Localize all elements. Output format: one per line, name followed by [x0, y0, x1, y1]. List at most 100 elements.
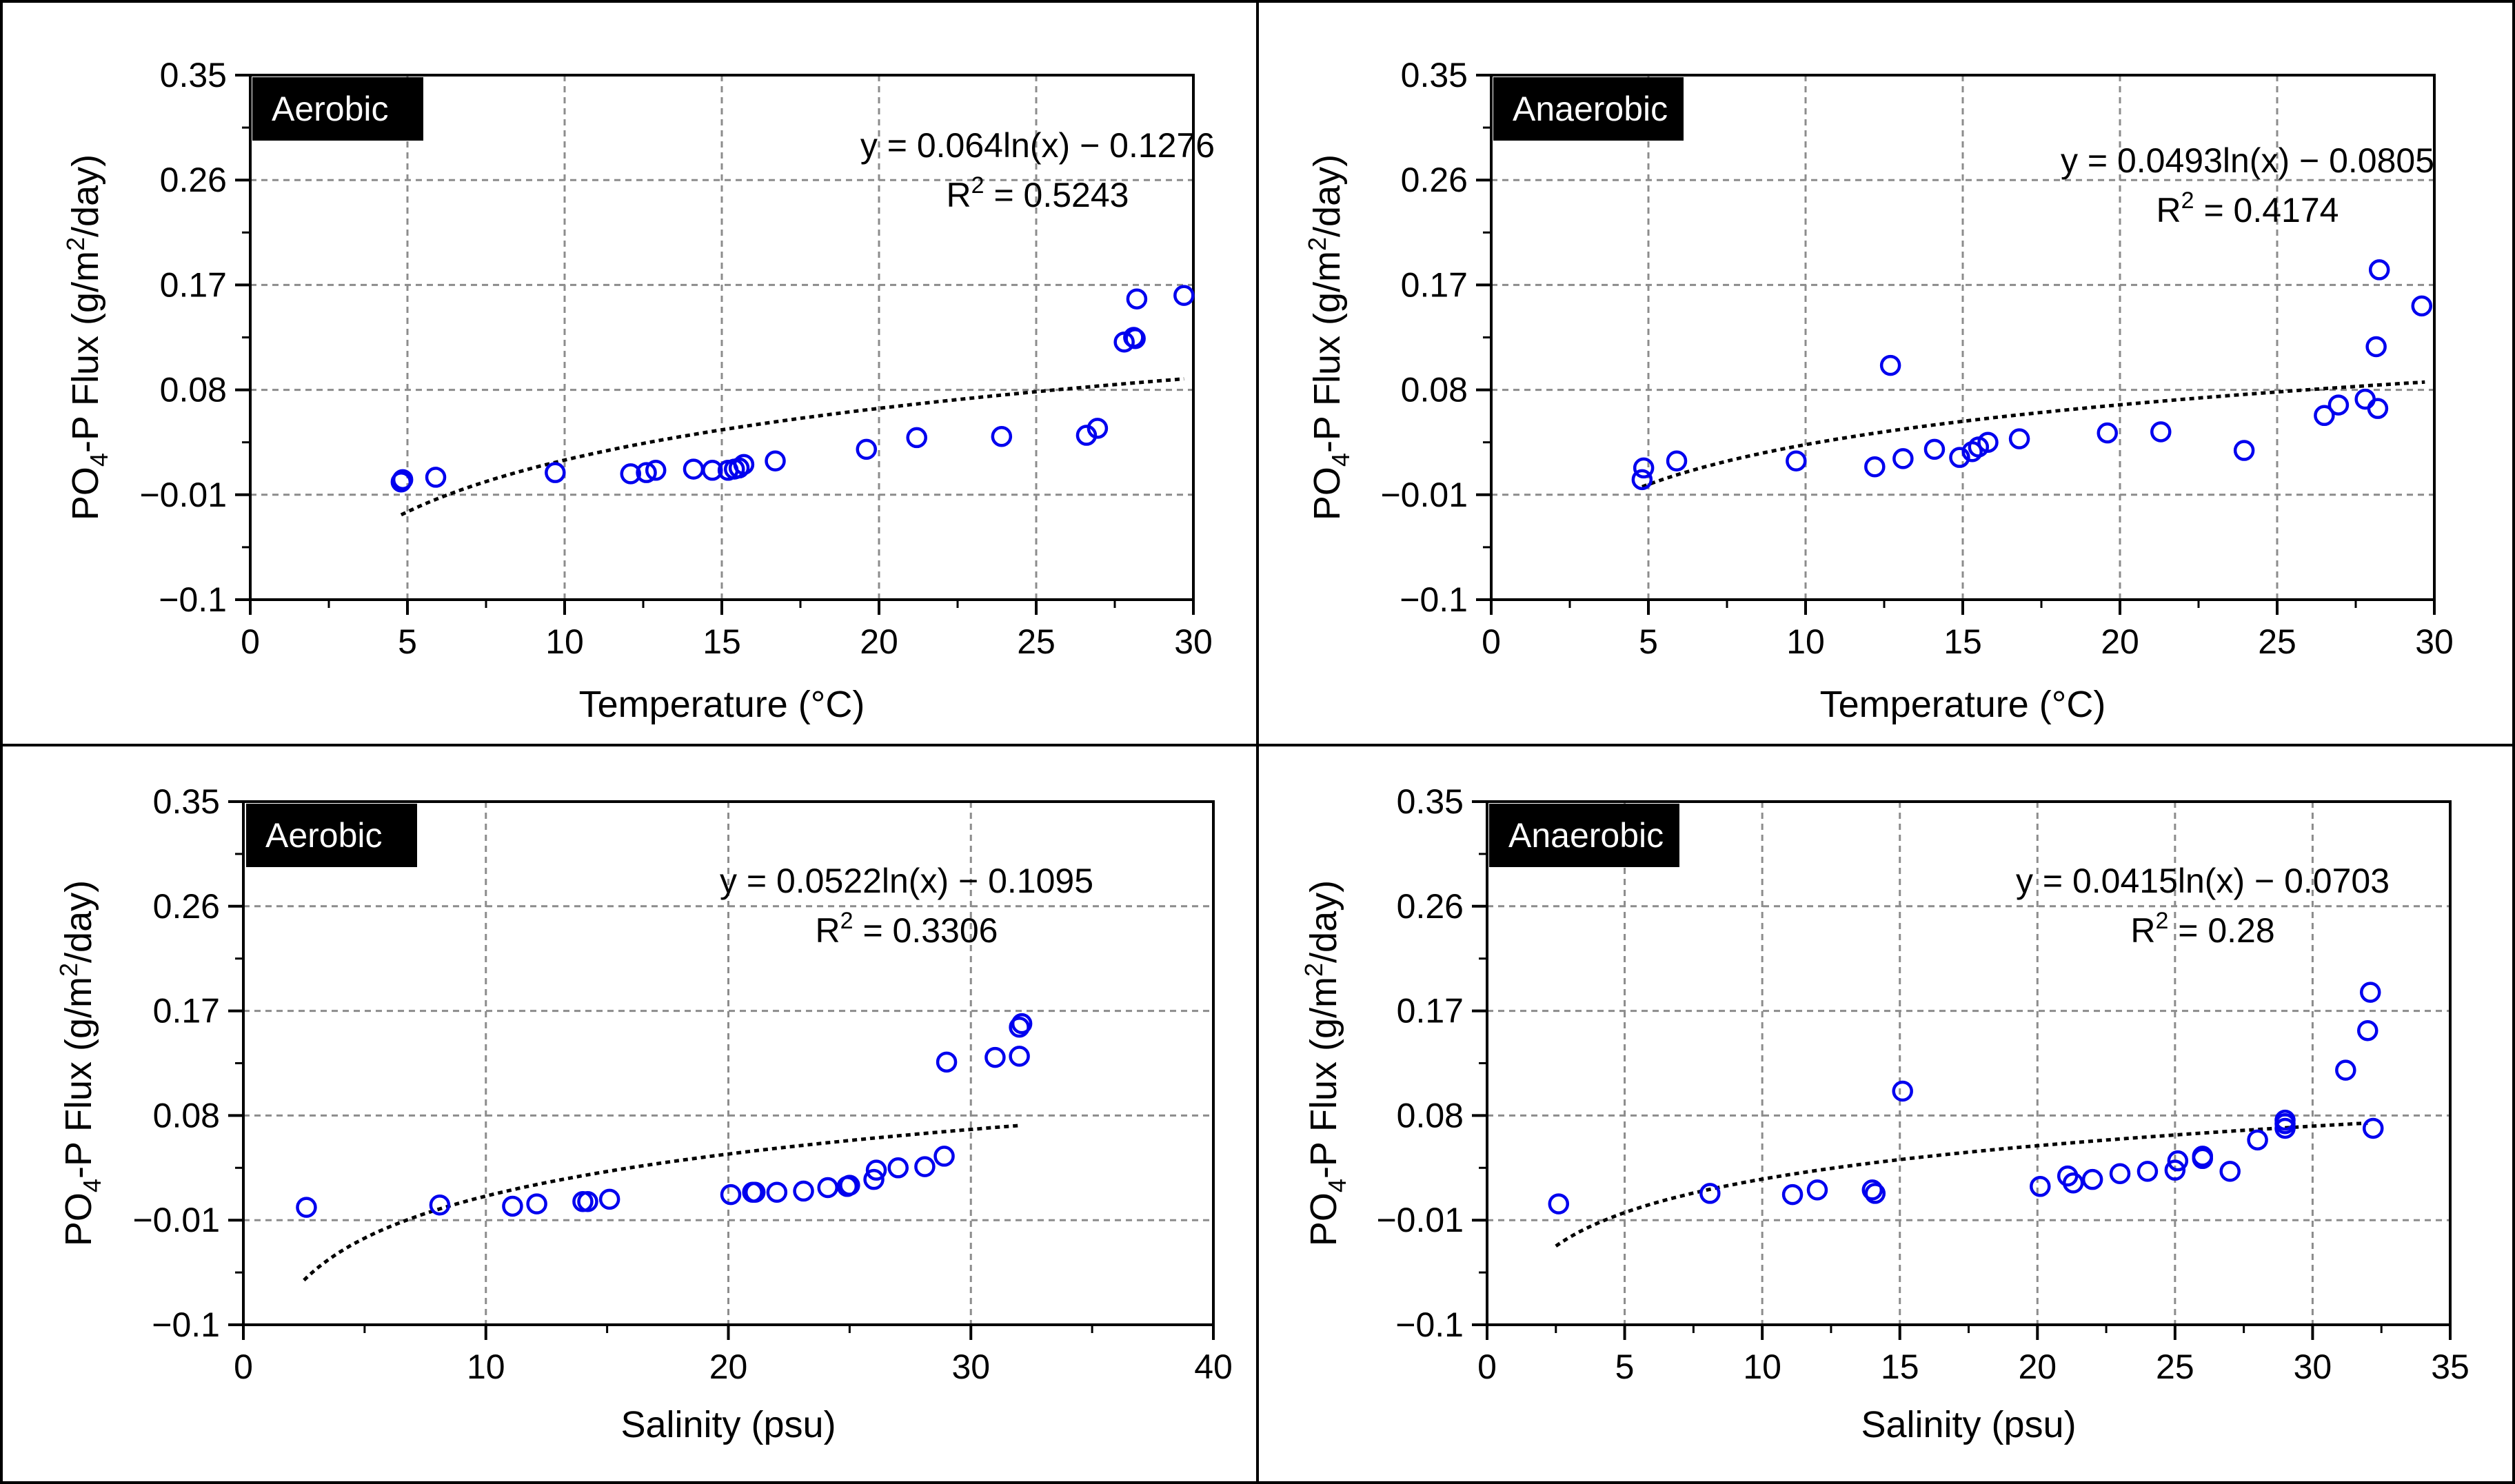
x-tick-label: 30 — [1174, 622, 1213, 661]
y-axis-title-part: /day) — [1306, 154, 1348, 237]
x-tick-label: 20 — [2018, 1348, 2057, 1386]
y-axis-title-part: 4 — [78, 1179, 106, 1192]
data-point — [2062, 1172, 2084, 1194]
y-tick-label: 0.17 — [1401, 265, 1468, 304]
x-tick-label: 20 — [709, 1348, 748, 1386]
y-tick-label: −0.1 — [1395, 1305, 1464, 1344]
data-point — [2362, 1117, 2384, 1139]
data-point — [1864, 1183, 1886, 1204]
r-squared: R2 = 0.4174 — [2157, 187, 2339, 230]
x-tick-label: 0 — [241, 622, 260, 661]
y-tick-label: 0.35 — [1401, 56, 1468, 94]
r-squared: R2 = 0.5243 — [947, 172, 1129, 214]
r-squared: R2 = 0.28 — [2130, 908, 2274, 950]
data-point — [744, 1181, 766, 1203]
r-squared-part: = 0.3306 — [854, 911, 998, 950]
panel-badge — [246, 804, 417, 867]
data-point — [2327, 394, 2350, 416]
data-point — [733, 454, 755, 476]
y-tick-label: 0.26 — [1401, 161, 1468, 199]
y-tick-label: 0.08 — [153, 1096, 220, 1135]
data-point — [1892, 448, 1914, 469]
data-point — [887, 1157, 909, 1179]
r-squared-part: 2 — [2181, 187, 2194, 214]
y-axis-title-part: 2 — [1303, 237, 1331, 251]
data-point — [2192, 1146, 2214, 1167]
panel-1: 0 5 10 15 20 25 30 −0.1 −0.01 0.08 0.17 0.26 0.35 Tem… — [61, 56, 1215, 725]
y-axis-title-part: 2 — [54, 963, 83, 977]
y-axis-title-part: PO — [65, 467, 106, 520]
y-axis-title-part: 4 — [1326, 453, 1355, 467]
data-point — [1781, 1183, 1804, 1206]
r-squared-part: R — [2157, 191, 2181, 230]
x-tick-label: 10 — [1743, 1348, 1781, 1386]
data-point — [2314, 405, 2335, 427]
trendline — [400, 377, 1184, 517]
x-axis-title: Salinity (psu) — [1861, 1404, 2076, 1445]
data-point — [856, 438, 878, 460]
data-point — [2167, 1150, 2189, 1172]
y-tick-label: 0.26 — [160, 161, 227, 199]
y-axis-title-part: PO — [1303, 1192, 1344, 1246]
panel-3: 0 10 20 30 40 −0.1 −0.01 0.08 0.17 0.26 0.35 Salini… — [54, 782, 1233, 1445]
r-squared-part: 2 — [2155, 908, 2168, 934]
data-point — [2367, 398, 2389, 419]
r-squared-part: 2 — [840, 908, 854, 934]
data-point — [765, 450, 786, 472]
y-axis-title-part: 4 — [1323, 1179, 1351, 1192]
r-squared-part: R — [2130, 911, 2155, 950]
data-point — [1977, 431, 1999, 453]
regression-equation: y = 0.0493ln(x) − 0.0805 — [2061, 141, 2434, 180]
data-point — [728, 457, 750, 479]
data-point — [2097, 422, 2119, 444]
x-tick-label: 5 — [1615, 1348, 1635, 1386]
x-tick-label: 10 — [545, 622, 584, 661]
panel-badge-label: Anaerobic — [1513, 90, 1668, 128]
data-point — [429, 1195, 451, 1216]
data-point — [1806, 1179, 1828, 1201]
data-point — [839, 1175, 860, 1196]
regression-equation: y = 0.0415ln(x) − 0.0703 — [2016, 862, 2390, 900]
data-point — [1075, 425, 1098, 446]
data-point — [2368, 259, 2390, 281]
y-axis-title-part: PO — [58, 1192, 99, 1246]
data-point — [865, 1159, 887, 1181]
data-point — [906, 427, 927, 449]
data-point — [2247, 1129, 2268, 1151]
data-point — [914, 1156, 936, 1177]
data-point — [1879, 354, 1901, 376]
data-point — [296, 1197, 317, 1218]
x-axis-title: Temperature (°C) — [579, 684, 865, 725]
y-axis-title-part: -P Flux (g/m — [1303, 977, 1344, 1179]
data-point — [2219, 1161, 2241, 1182]
y-axis-title: PO4-P Flux (g/m2/day) — [1300, 880, 1351, 1246]
y-tick-label: 0.08 — [1401, 371, 1468, 409]
r-squared-part: R — [947, 176, 971, 214]
y-tick-label: −0.01 — [1376, 1201, 1464, 1239]
data-point — [1949, 447, 1970, 468]
y-axis-title-part: -P Flux (g/m — [65, 251, 106, 453]
data-point — [1011, 1013, 1033, 1035]
data-point — [1548, 1193, 1570, 1214]
y-axis-title: PO4-P Flux (g/m2/day) — [54, 880, 106, 1246]
data-point — [793, 1180, 814, 1202]
data-point — [1666, 450, 1688, 472]
y-tick-label: 0.17 — [1397, 992, 1464, 1030]
data-point — [1009, 1016, 1030, 1038]
data-point — [1861, 1179, 1883, 1201]
y-axis-title: PO4-P Flux (g/m2/day) — [61, 154, 113, 520]
y-axis-title-part: /day) — [65, 154, 106, 237]
data-point — [1087, 418, 1109, 439]
y-tick-label: −0.01 — [139, 476, 227, 514]
data-point — [526, 1193, 547, 1214]
y-tick-label: 0.26 — [1397, 887, 1464, 926]
panel-badge — [1489, 804, 1679, 867]
y-tick-label: 0.08 — [160, 371, 227, 409]
x-tick-label: 30 — [2294, 1348, 2332, 1386]
panel-badge-label: Anaerobic — [1508, 816, 1664, 855]
x-tick-label: 5 — [1639, 622, 1658, 661]
y-tick-label: −0.1 — [159, 580, 227, 619]
x-tick-label: 5 — [398, 622, 417, 661]
